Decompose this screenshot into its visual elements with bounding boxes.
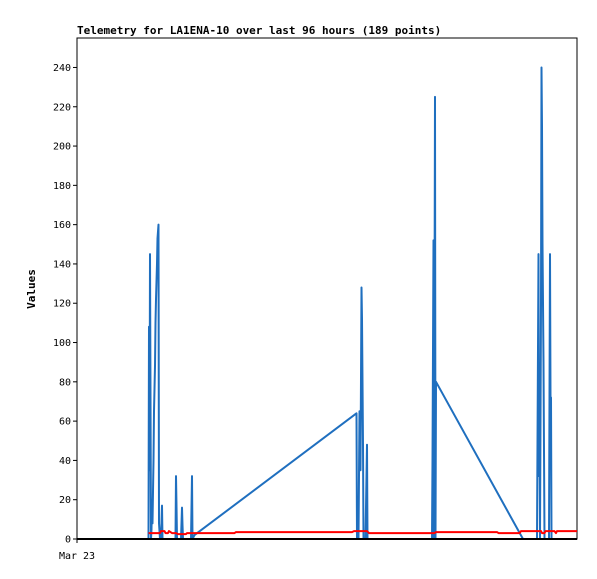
y-tick-label: 0 [65,535,71,546]
y-tick-label: 160 [53,220,71,231]
y-tick-label: 140 [53,259,71,270]
y-tick-label: 40 [59,456,71,467]
y-tick-label: 200 [53,142,71,153]
x-tick-label: Mar 23 [59,551,95,562]
y-tick-label: 220 [53,102,71,113]
y-tick-label: 240 [53,63,71,74]
y-tick-label: 180 [53,181,71,192]
y-tick-label: 80 [59,377,71,388]
y-tick-label: 20 [59,495,71,506]
y-axis-ticks: 0 20 40 60 80 100 120 140 160 180 200 220 240 [53,63,77,546]
plot-area-frame [76,37,578,540]
series-line-0 [147,66,553,540]
chart-title: Telemetry for LA1ENA-10 over last 96 hou… [77,24,441,37]
y-tick-label: 60 [59,417,71,428]
y-tick-label: 100 [53,338,71,349]
y-tick-label: 120 [53,299,71,310]
series-group [77,66,577,540]
y-axis-label: Values [25,269,38,309]
series-line-1 [148,530,577,536]
